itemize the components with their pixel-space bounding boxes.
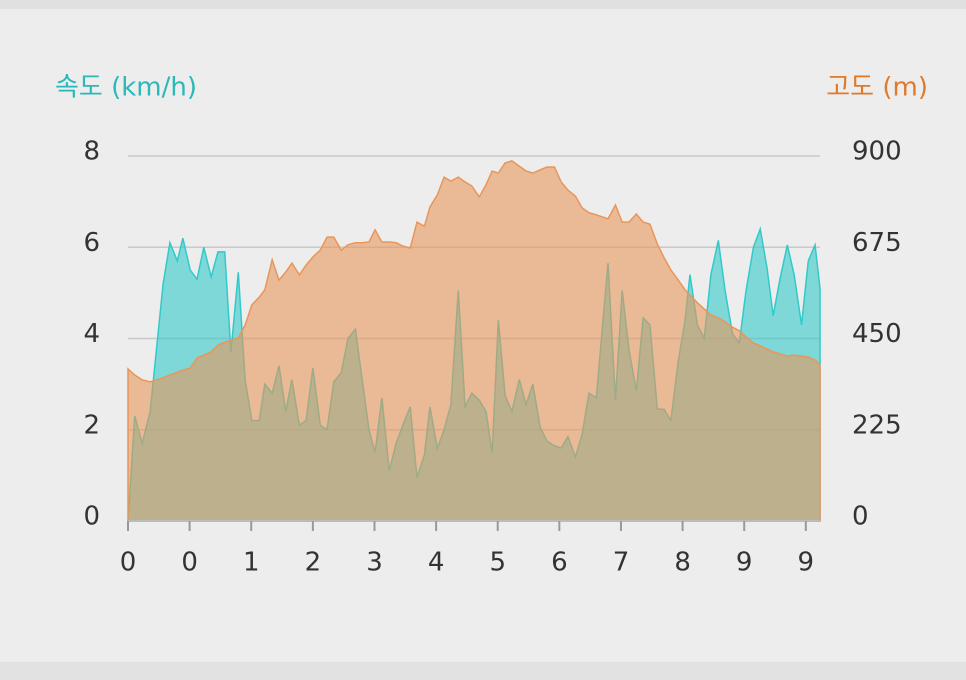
y2-axis-title: 고도 (m) bbox=[826, 73, 928, 103]
x-tick-label: 5 bbox=[489, 548, 506, 578]
x-tick-label: 7 bbox=[613, 548, 630, 578]
y2-tick-label: 225 bbox=[852, 410, 902, 440]
y-tick-label: 8 bbox=[83, 137, 100, 167]
x-tick-label: 1 bbox=[243, 548, 260, 578]
y-axis-title: 속도 (km/h) bbox=[55, 73, 197, 103]
y2-tick-label: 450 bbox=[852, 319, 902, 349]
x-tick-label: 6 bbox=[551, 548, 568, 578]
y2-tick-label: 0 bbox=[852, 502, 869, 532]
x-tick-label: 8 bbox=[674, 548, 691, 578]
x-tick-label: 0 bbox=[181, 548, 198, 578]
y-tick-label: 4 bbox=[83, 319, 100, 349]
y-tick-label: 6 bbox=[83, 228, 100, 258]
x-tick-label: 4 bbox=[428, 548, 445, 578]
x-tick-label: 9 bbox=[798, 548, 815, 578]
y2-tick-label: 675 bbox=[852, 228, 902, 258]
x-tick-label: 3 bbox=[366, 548, 383, 578]
x-tick-label: 2 bbox=[305, 548, 322, 578]
area bbox=[127, 160, 821, 522]
x-tick-label: 0 bbox=[120, 548, 137, 578]
y-tick-label: 2 bbox=[83, 410, 100, 440]
bottom-bar bbox=[0, 662, 966, 680]
top-bar bbox=[0, 0, 966, 9]
y-tick-label: 0 bbox=[83, 502, 100, 532]
x-tick-label: 9 bbox=[736, 548, 753, 578]
y2-tick-label: 900 bbox=[852, 137, 902, 167]
